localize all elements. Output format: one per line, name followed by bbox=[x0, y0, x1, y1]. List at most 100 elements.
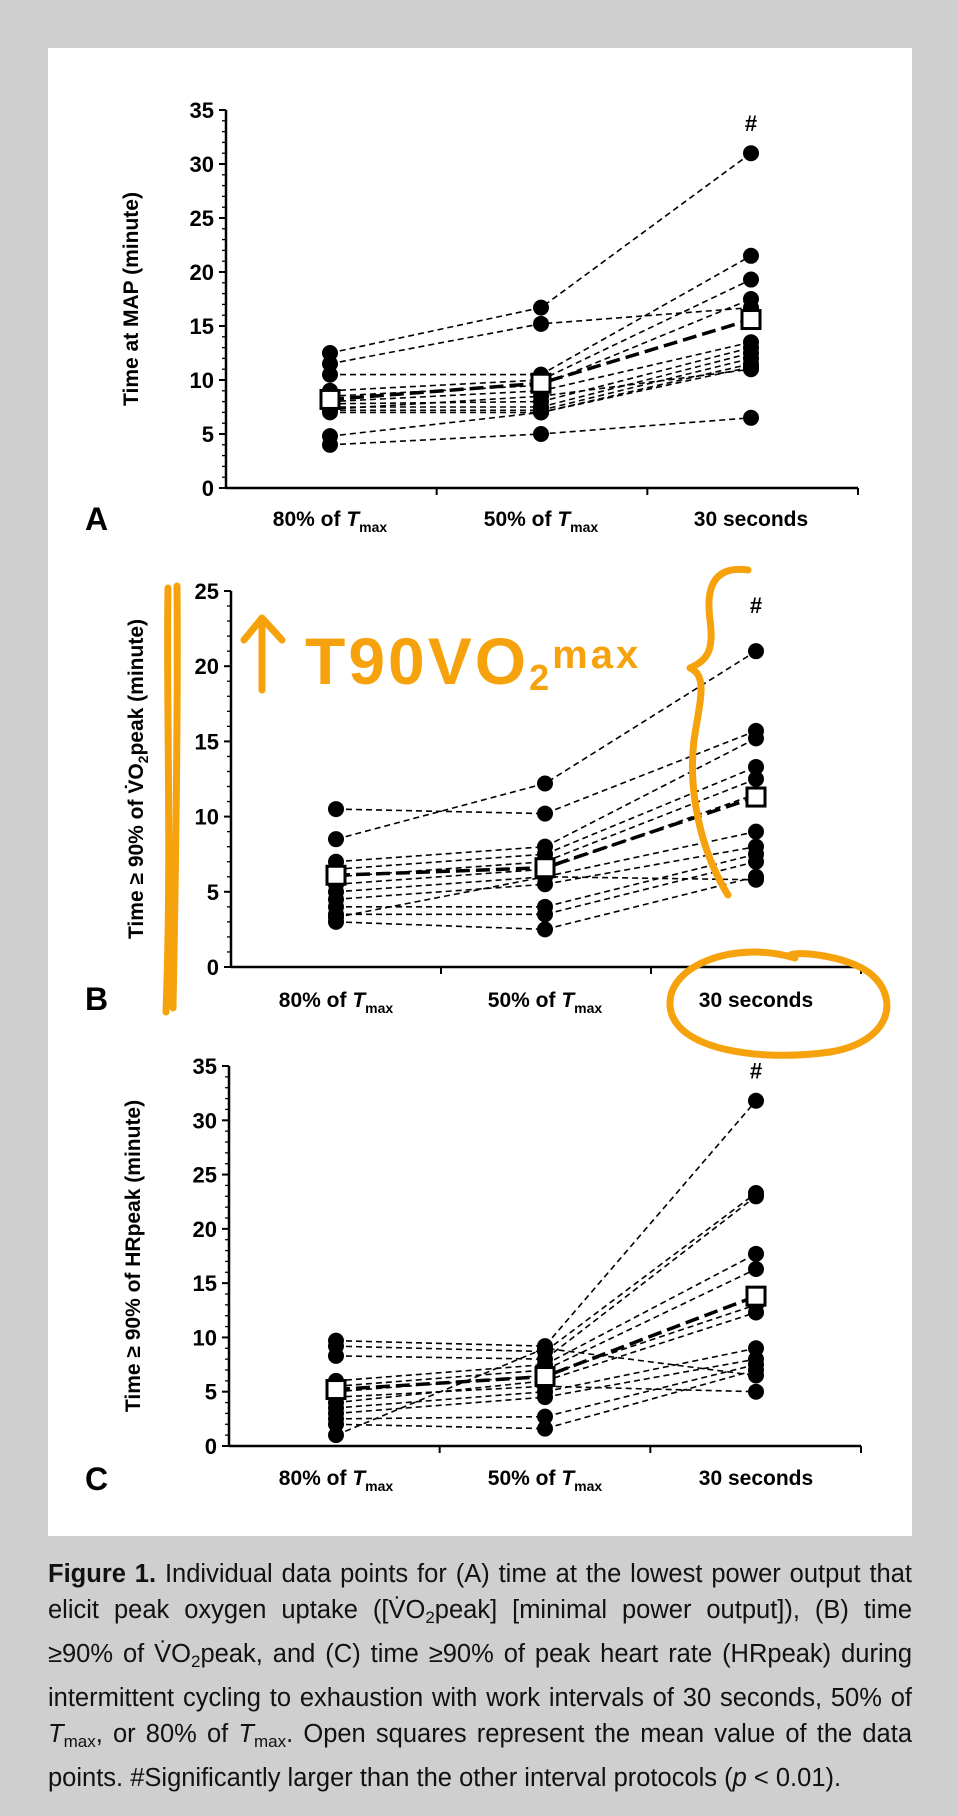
data-point bbox=[533, 315, 549, 332]
data-point bbox=[748, 1092, 764, 1109]
x-tick-label-main: 50% of bbox=[488, 1467, 562, 1490]
x-tick-label-italic: T bbox=[557, 508, 572, 531]
mean-square bbox=[745, 786, 767, 808]
data-point bbox=[537, 906, 553, 923]
y-tick-label: 0 bbox=[207, 955, 219, 980]
data-point bbox=[748, 853, 764, 870]
x-tick-label: 30 seconds bbox=[699, 1467, 813, 1490]
data-point bbox=[748, 1383, 764, 1400]
x-tick-label-main: 30 seconds bbox=[699, 1467, 813, 1490]
y-axis-title: Time ≥ 90% of V̇O2peak (minute) bbox=[124, 619, 151, 939]
annotation-text-suffix: max bbox=[552, 633, 641, 677]
y-tick-label: 25 bbox=[190, 206, 214, 231]
subject-line bbox=[335, 875, 757, 931]
data-point bbox=[748, 1304, 764, 1321]
x-tick-label-main: 80% of bbox=[279, 989, 353, 1012]
x-tick-label-sub: max bbox=[570, 519, 598, 535]
data-point bbox=[328, 801, 344, 818]
caption-text: Individual data points for (A) time at t… bbox=[48, 1560, 912, 1624]
data-point bbox=[533, 299, 549, 316]
y-tick-label: 20 bbox=[190, 260, 214, 285]
mean-square bbox=[534, 1366, 556, 1388]
caption-text: < 0.01). bbox=[746, 1764, 842, 1792]
y-tick-label: 25 bbox=[193, 1163, 217, 1188]
data-point bbox=[328, 1347, 344, 1364]
x-tick-label: 50% of Tmax bbox=[488, 989, 603, 1016]
subject-line bbox=[335, 830, 757, 893]
subject-line bbox=[335, 766, 757, 871]
y-tick-label: 35 bbox=[193, 1054, 217, 1079]
data-point bbox=[748, 643, 764, 660]
x-tick-label-main: 30 seconds bbox=[699, 989, 813, 1012]
y-axis-title-part: peak (minute) bbox=[125, 619, 148, 756]
caption-sub: max bbox=[63, 1732, 96, 1751]
y-tick-label: 10 bbox=[190, 368, 214, 393]
x-tick-label-sub: max bbox=[574, 1000, 602, 1016]
panel-label: B bbox=[85, 981, 108, 1017]
caption-text: . Open squares represent the mean value … bbox=[48, 1720, 912, 1792]
subject-line bbox=[335, 730, 757, 815]
x-tick-label-main: 30 seconds bbox=[694, 508, 808, 531]
y-tick-label: 0 bbox=[205, 1434, 217, 1459]
data-point bbox=[537, 775, 553, 792]
mean-square bbox=[740, 309, 762, 331]
x-tick-label-italic: T bbox=[352, 1467, 367, 1490]
data-point bbox=[748, 758, 764, 775]
data-point bbox=[748, 1245, 764, 1262]
y-axis-title-part: Time ≥ 90% of V̇O bbox=[124, 763, 148, 939]
y-tick-label: 30 bbox=[190, 152, 214, 177]
mean-square bbox=[534, 857, 556, 879]
y-tick-label: 15 bbox=[195, 729, 219, 754]
data-point bbox=[748, 730, 764, 747]
data-point bbox=[748, 1261, 764, 1278]
subject-line bbox=[335, 1369, 757, 1430]
x-tick-label: 50% of Tmax bbox=[488, 1467, 603, 1494]
caption-text: peak] [minimal power output]), (B) time … bbox=[48, 1596, 912, 1668]
panel-label: C bbox=[85, 1461, 108, 1497]
data-point bbox=[748, 823, 764, 840]
data-point bbox=[533, 426, 549, 442]
x-tick-label-italic: T bbox=[352, 989, 367, 1012]
data-point bbox=[743, 271, 759, 288]
x-tick-label-italic: T bbox=[561, 1467, 576, 1490]
subject-line bbox=[335, 1192, 757, 1353]
significance-mark: # bbox=[750, 593, 762, 618]
data-point bbox=[322, 366, 338, 383]
subject-line bbox=[335, 1268, 757, 1388]
circle-mark bbox=[666, 948, 891, 1059]
brace-mark bbox=[686, 565, 752, 899]
data-point bbox=[743, 145, 759, 162]
y-tick-label: 10 bbox=[193, 1325, 217, 1350]
caption-sub: max bbox=[253, 1732, 287, 1751]
data-point bbox=[748, 871, 764, 888]
caption-italic: p bbox=[732, 1764, 747, 1792]
annotation-text-sub: 2 bbox=[529, 657, 552, 698]
y-axis-title: Time ≥ 90% of HRpeak (minute) bbox=[122, 1100, 145, 1412]
y-axis-title: Time at MAP (minute) bbox=[120, 192, 143, 406]
x-tick-label-sub: max bbox=[365, 1478, 393, 1494]
subject-line bbox=[335, 1363, 757, 1420]
y-tick-label: 15 bbox=[193, 1271, 217, 1296]
arrow-up-icon bbox=[240, 614, 286, 694]
x-tick-label: 30 seconds bbox=[694, 508, 808, 531]
data-point bbox=[322, 436, 338, 453]
data-point bbox=[537, 1420, 553, 1437]
x-tick-label-main: 50% of bbox=[488, 989, 562, 1012]
x-tick-label: 80% of Tmax bbox=[279, 1467, 394, 1494]
annotation-text: T90VO2max bbox=[305, 624, 641, 698]
caption-text: , or 80% of bbox=[95, 1720, 239, 1748]
x-tick-label: 50% of Tmax bbox=[484, 508, 599, 535]
data-point bbox=[537, 1408, 553, 1425]
significance-mark: # bbox=[750, 1059, 762, 1084]
subject-line bbox=[335, 1347, 757, 1436]
caption-italic: T bbox=[238, 1720, 254, 1748]
subject-line bbox=[335, 1100, 757, 1347]
x-tick-label-italic: T bbox=[346, 508, 361, 531]
x-tick-label: 80% of Tmax bbox=[279, 989, 394, 1016]
subject-line bbox=[335, 1347, 757, 1409]
subject-line bbox=[335, 845, 757, 901]
data-point bbox=[743, 359, 759, 376]
y-tick-label: 5 bbox=[205, 1380, 217, 1405]
mean-square bbox=[745, 1285, 767, 1307]
